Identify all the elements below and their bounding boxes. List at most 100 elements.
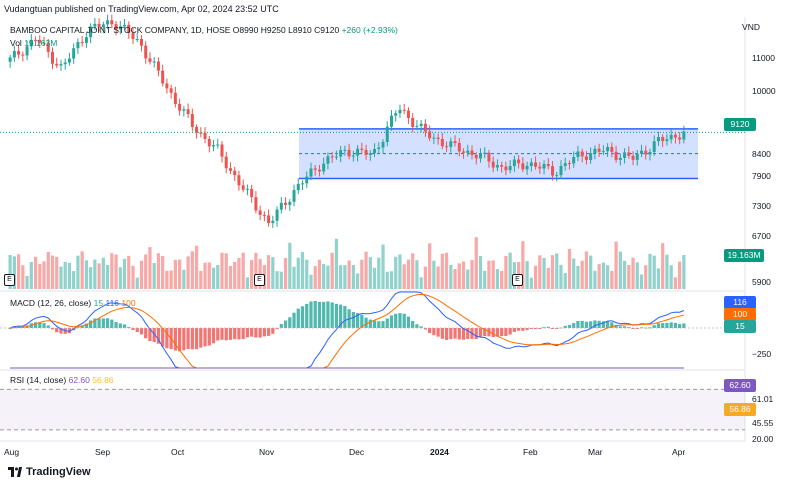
volume-bar — [194, 245, 199, 289]
volume-bar — [661, 243, 665, 289]
volume-bar — [470, 259, 474, 289]
rsi-name[interactable]: RSI (14, close) — [10, 375, 67, 385]
x-tick: Mar — [588, 447, 603, 457]
candle-body — [76, 42, 80, 49]
candle-body — [546, 164, 550, 167]
volume-bar — [589, 255, 593, 289]
volume-bar — [631, 257, 635, 289]
tradingview-logo[interactable]: TradingView — [8, 466, 91, 478]
macd-hist-bar — [114, 321, 118, 328]
macd-hist-bar — [682, 323, 686, 328]
volume-bar — [190, 251, 194, 289]
candle-body — [504, 166, 508, 171]
volume-bar — [491, 260, 495, 289]
candle-body — [589, 153, 593, 161]
candle-body — [563, 163, 567, 166]
earnings-marker[interactable]: E — [4, 274, 15, 286]
candle-body — [415, 126, 419, 128]
macd-hist-bar — [343, 306, 347, 328]
volume-bar — [368, 257, 372, 289]
candle-body — [237, 175, 241, 186]
macd-hist-bar — [500, 328, 504, 337]
volume-bar — [533, 265, 538, 289]
volume-bar — [525, 261, 529, 289]
volume-bar — [461, 261, 466, 289]
volume-bar — [652, 255, 656, 289]
earnings-marker[interactable]: E — [254, 274, 265, 286]
macd-hist-bar — [610, 322, 614, 328]
macd-hist-bar — [67, 328, 72, 333]
volume-bar — [563, 273, 567, 289]
macd-hist-bar — [665, 322, 669, 328]
volume-bar — [8, 255, 12, 289]
candle-body — [182, 109, 186, 111]
volume-bar — [283, 258, 288, 289]
volume-bar — [110, 253, 114, 289]
volume-bar — [428, 243, 432, 289]
candle-body — [309, 168, 313, 177]
volume-bar — [144, 254, 148, 289]
candle-body — [572, 157, 576, 164]
candle-body — [165, 83, 169, 89]
candle-body — [279, 202, 283, 210]
macd-hist-bar — [279, 324, 283, 328]
candle-body — [34, 39, 38, 41]
macd-name[interactable]: MACD (12, 26, close) — [10, 298, 92, 308]
macd-hist-bar — [182, 328, 186, 351]
macd-hist-bar — [419, 326, 423, 328]
candle-body — [173, 92, 177, 104]
candle-body — [542, 164, 546, 169]
volume-bar — [555, 253, 559, 289]
macd-hist-bar — [364, 317, 368, 328]
macd-hist-bar — [415, 324, 419, 328]
tradingview-label: TradingView — [26, 466, 91, 478]
volume-bar — [385, 271, 389, 289]
volume-bar — [364, 251, 368, 289]
volume-bar — [300, 251, 305, 289]
volume-name[interactable]: Vol — [10, 38, 22, 48]
candle-body — [487, 152, 491, 162]
macd-hist-bar — [97, 318, 101, 328]
candle-body — [551, 166, 555, 176]
volume-bar — [474, 237, 478, 289]
volume-bar — [114, 254, 118, 289]
macd-v2: 116 — [105, 298, 120, 308]
candle-body — [673, 134, 677, 138]
volume-bar — [635, 262, 639, 289]
volume-bar — [254, 252, 258, 289]
macd-hist-bar — [283, 320, 288, 328]
macd-hist-bar — [440, 328, 444, 339]
candle-body — [500, 165, 504, 167]
volume-bar — [656, 268, 661, 289]
volume-bar — [275, 271, 279, 289]
macd-hist-bar — [580, 320, 584, 328]
volume-bar — [504, 255, 508, 289]
candle-body — [101, 24, 105, 28]
price-tick: 10000 — [752, 86, 776, 96]
macd-hist-bar — [237, 328, 241, 340]
candle-body — [25, 46, 29, 56]
x-tick: Nov — [259, 447, 275, 457]
candle-body — [199, 132, 203, 134]
macd-hist-bar — [118, 323, 122, 328]
candle-body — [317, 169, 321, 172]
rsi-tick: 61.01 — [752, 394, 774, 404]
volume-bar — [644, 265, 648, 289]
macd-hist-bar — [228, 328, 233, 340]
volume-bar — [292, 266, 296, 289]
candle-body — [580, 151, 584, 157]
earnings-marker[interactable]: E — [512, 274, 523, 286]
symbol-name[interactable]: BAMBOO CAPITAL JOINT STOCK COMPANY, 1D, … — [10, 25, 231, 35]
volume-bar — [593, 270, 597, 289]
volume-bar — [118, 267, 122, 289]
candle-body — [640, 150, 644, 154]
rsi-label: RSI (14, close) 62.60 56.86 — [10, 375, 114, 385]
candle-body — [322, 163, 326, 172]
candle-body — [428, 131, 432, 139]
volume-bar — [169, 270, 173, 289]
macd-hist-bar — [618, 326, 622, 328]
volume-label: Vol 19.163M — [10, 38, 57, 48]
macd-hist-bar — [411, 320, 415, 328]
macd-hist-bar — [131, 328, 135, 331]
